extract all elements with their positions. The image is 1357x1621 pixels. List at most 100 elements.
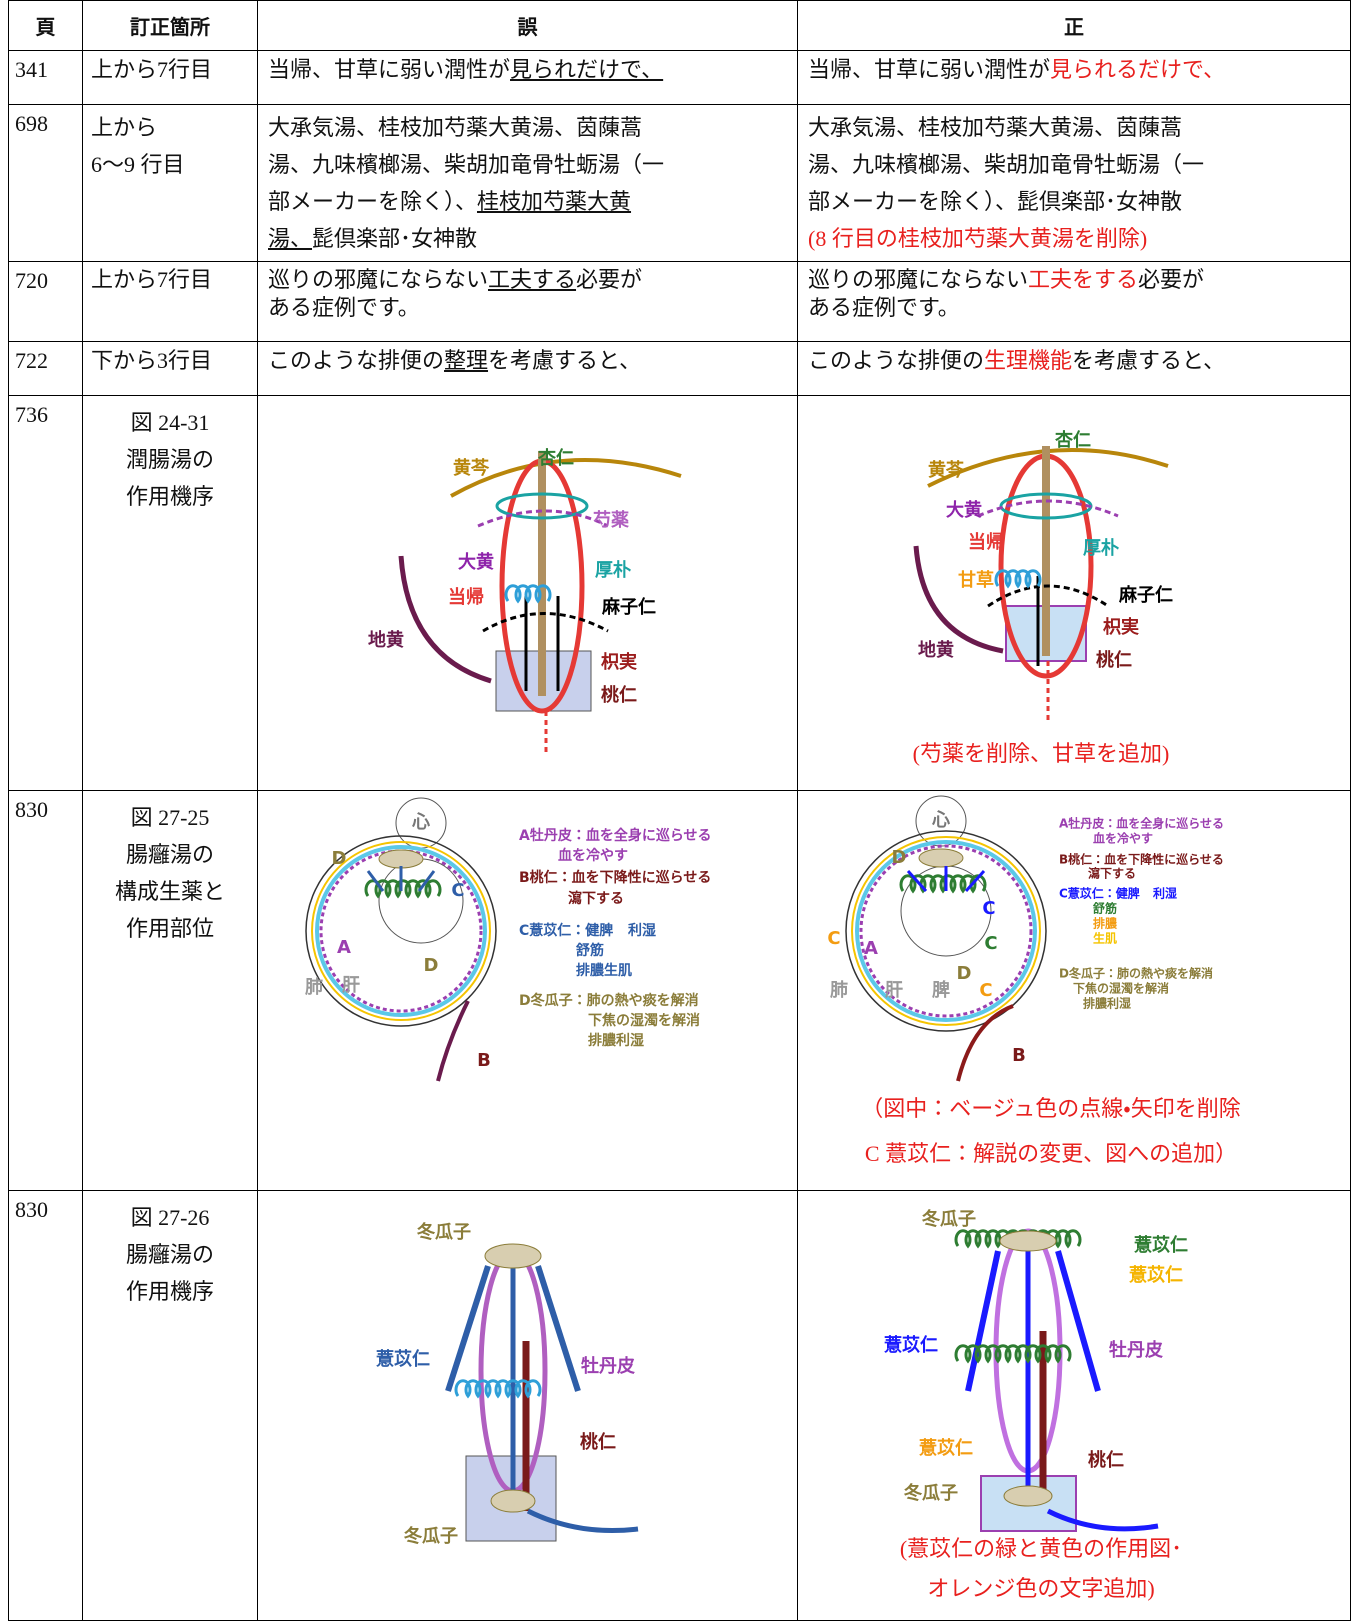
figure-shape	[1003, 1485, 1053, 1507]
location-line: 上から	[91, 115, 158, 140]
correction-note: （図中：ベージュ色の点線・矢印を削除	[861, 1096, 1241, 1121]
location-line: 構成生薬と	[114, 879, 225, 904]
figure-label: 脾	[932, 979, 950, 1001]
location-line: 腸癰湯の	[125, 842, 214, 867]
figure-label: 杏仁	[1055, 429, 1091, 451]
text-line: 巡りの邪魔にならない工夫する必要が	[268, 266, 787, 294]
location-cell: 上から7行目	[82, 50, 258, 105]
text-line: 巡りの邪魔にならない工夫をする必要が	[808, 266, 1340, 294]
table-row: 341 上から7行目 当帰、甘草に弱い潤性が見られだけで、 当帰、甘草に弱い潤性が見ら…	[8, 50, 1351, 105]
figure-shape	[526, 1508, 639, 1533]
figure-label: D	[424, 955, 439, 976]
figure-label: C	[979, 980, 992, 1001]
figure-label: C	[982, 898, 995, 919]
figure-label: 黄芩	[453, 457, 490, 479]
figure-label: 肺	[830, 980, 848, 1001]
figure-label: 心	[931, 809, 950, 831]
figure-shape	[956, 1004, 1014, 1082]
errata-table: 頁訂正箇所誤正 341 上から7行目 当帰、甘草に弱い潤性が見られだけで、 当帰、甘草に…	[8, 0, 1351, 1621]
figure-shape	[378, 849, 424, 869]
text-run: 部メーカーを除く）、	[268, 189, 478, 214]
figure-label: 肺	[305, 977, 323, 998]
figure-label: 杏仁	[538, 447, 574, 469]
location-line: 作用機序	[125, 484, 214, 509]
figure-label: 桃仁	[601, 684, 637, 706]
figure-cell: 心 D A C D 肺肝 B A牡丹皮：血を全身に巡らせる 血を冷やす B桃仁：血を下降性に巡らせ…	[257, 790, 798, 1191]
figure-shape	[855, 840, 1037, 1022]
text-line: 当帰、甘草に弱い潤性が見られるだけで、	[808, 55, 1340, 85]
legend-text: 瀉下する	[1088, 866, 1136, 881]
text-run: 見られだけで、	[510, 57, 664, 82]
figure-label: 冬瓜子	[416, 1221, 471, 1243]
text-line: 部メーカーを除く）、桂枝加芍薬大黄	[268, 183, 787, 220]
figure-label: 当帰	[448, 586, 484, 608]
figure-label: 薏苡仁	[919, 1437, 973, 1459]
legend-text: C薏苡仁：健脾	[1059, 886, 1140, 901]
page-cell: 736	[8, 395, 83, 791]
text-run: 見られるだけで、	[1050, 57, 1226, 82]
figure-label: 黄芩	[928, 459, 965, 481]
figure: 心DC ACC肺肝脾DCBA牡丹皮：血を全身に巡らせる血を冷やすB桃仁：血を下降性…	[827, 795, 1241, 1166]
figure-label: B	[477, 1050, 491, 1071]
figure-shape	[445, 1265, 491, 1392]
location-line: 潤腸湯の	[125, 447, 214, 472]
text-cell: 巡りの邪魔にならない工夫する必要が ある症例です。	[257, 261, 798, 342]
page-cell: 720	[8, 261, 83, 342]
table-row: 720 上から7行目 巡りの邪魔にならない工夫する必要が ある症例です。 巡りの邪魔にな…	[8, 261, 1351, 342]
figure-label: 心	[411, 811, 430, 833]
text-line: 当帰、甘草に弱い潤性が見られだけで、	[268, 55, 787, 85]
figure-shape	[311, 841, 491, 1021]
figure-label: 肝	[885, 980, 903, 1001]
page-cell: 341	[8, 50, 83, 105]
legend-text: 下焦の湿濁を解消	[1073, 981, 1169, 996]
figure-shape	[398, 555, 492, 684]
table-row: 698 上から 6〜9 行目 大承気湯、桂枝加芍薬大黄湯、茵蔯蒿 湯、九味檳榔湯、柴胡加…	[8, 104, 1351, 262]
legend-text: 生肌	[1093, 931, 1117, 946]
text-line: 部メーカーを除く）、髭倶楽部･女神散	[808, 183, 1340, 220]
figure-shape	[535, 1265, 581, 1392]
legend-text: B桃仁：血を下降性に巡らせる	[519, 869, 711, 886]
legend-text: 排膿利湿	[1083, 996, 1131, 1011]
text-line: このような排便の整理を考慮すると、	[268, 346, 787, 376]
legend-text: 排膿生肌	[576, 962, 632, 979]
location-line: 図 27-25	[130, 805, 210, 830]
figure-label: 厚朴	[595, 559, 631, 581]
figure-shape	[450, 458, 682, 498]
location-cell: 図 24-31 潤腸湯の作用機序	[82, 395, 258, 791]
table-row: 830 図 27-26 腸癰湯の 作用機序 冬瓜子 薏苡仁 牡丹皮 桃仁 冬瓜子 冬瓜子 薏苡仁 薏苡…	[8, 1190, 1351, 1621]
figure-label: 桃仁	[1088, 1449, 1124, 1471]
figure-label: 枳実	[601, 651, 637, 673]
figure-cell: 杏仁 黄芩 大黄 当帰 厚朴 甘草 麻子仁 枳実 地黄 桃仁 (芍薬を削除、甘草を追加)	[797, 395, 1351, 791]
figure-cell: 黄芩 杏仁 芍薬 大黄 厚朴 当帰 麻子仁 地黄 枳実 桃仁	[257, 395, 798, 791]
legend-text: 血を冷やす	[558, 847, 628, 864]
table-row: 736 図 24-31 潤腸湯の 作用機序 黄芩 杏仁 芍薬 大黄 厚朴 当帰 麻子仁 地黄 枳実 桃仁杏…	[8, 395, 1351, 791]
figure-shape	[994, 569, 1042, 589]
legend-text: A牡丹皮：血を全身に巡らせる	[1059, 816, 1224, 831]
location-line: 図 24-31	[130, 410, 210, 435]
figure-shape	[495, 492, 589, 520]
figure-label: 薏苡仁	[1134, 1234, 1188, 1256]
text-run: 必要が	[576, 267, 643, 292]
figure-label: 桃仁	[1096, 649, 1132, 671]
text-run: 大承気湯、桂枝加芍薬大黄湯、茵蔯蒿	[268, 115, 643, 140]
text-run: 生理機能	[984, 348, 1073, 373]
figure-label: 牡丹皮	[581, 1355, 635, 1377]
location-cell: 図 27-25 腸癰湯の 構成生薬と 作用部位	[82, 790, 258, 1191]
figure-label: 薏苡仁	[1129, 1264, 1183, 1286]
figure-shape	[454, 1379, 542, 1399]
figure-label: 地黄	[918, 639, 954, 661]
figure-shape	[315, 845, 487, 1017]
text-run: を考慮すると、	[1072, 348, 1226, 373]
figure-shape	[378, 858, 464, 944]
figure-label: 薏苡仁	[884, 1334, 938, 1356]
text-run: を考慮すると、	[488, 348, 642, 373]
page-cell: 830	[8, 790, 83, 1191]
figure-label: 肝	[342, 975, 360, 996]
legend-text: A牡丹皮：血を全身に巡らせる	[519, 827, 712, 844]
text-run: 当帰、甘草に弱い潤性が	[268, 57, 511, 82]
figure-label: 麻子仁	[1118, 584, 1173, 606]
header-cell: 頁	[8, 0, 83, 51]
legend-text: C薏苡仁：健脾	[519, 922, 613, 939]
text-cell: 大承気湯、桂枝加芍薬大黄湯、茵蔯蒿 湯、九味檳榔湯、柴胡加竜骨牡蛎湯（一 部メーカー…	[257, 104, 798, 262]
figure-shape	[1055, 1250, 1101, 1392]
